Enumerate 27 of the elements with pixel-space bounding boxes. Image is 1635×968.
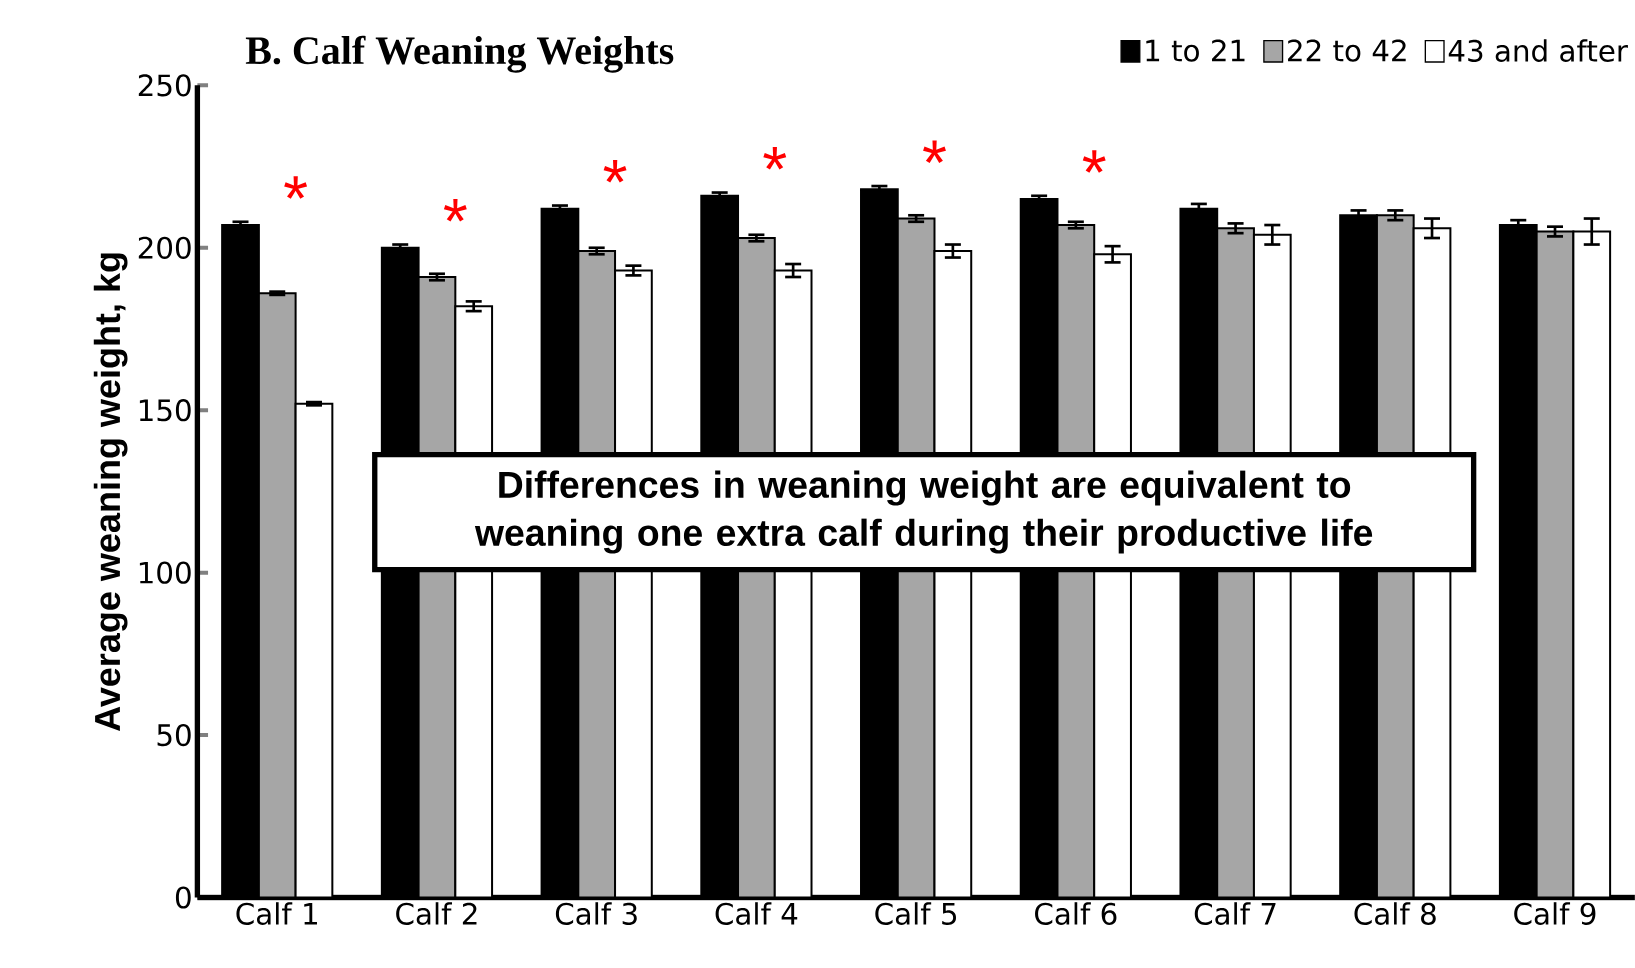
annotation: * (763, 146, 787, 170)
legend-label: 1 to 21 (1146, 39, 1245, 62)
y-tick-label: 150 (139, 399, 191, 422)
x-tick-label: Calf 3 (555, 902, 637, 925)
legend-label: 22 to 42 (1288, 39, 1406, 62)
y-tick-label: 250 (138, 74, 191, 97)
x-tick-label: Calf 4 (715, 902, 798, 925)
annotation: * (603, 159, 627, 183)
chart-title: B. Calf Weaning Weights (245, 35, 674, 73)
annotation: * (1082, 150, 1106, 173)
x-tick-label: Calf 7 (1194, 902, 1276, 925)
y-tick-label: 200 (138, 236, 191, 259)
y-tick-label: 50 (157, 723, 191, 747)
x-tick-label: Calf 6 (1035, 902, 1117, 925)
x-tick-label: Calf 1 (236, 902, 317, 925)
x-tick-label: Calf 5 (875, 902, 957, 925)
y-axis-title: Average weaning weight, kg (93, 253, 128, 731)
x-tick-label: Calf 2 (396, 902, 477, 925)
annotation: Differences in weaning weight are equivalent to weaning one extra calf during their productive life (474, 470, 1373, 554)
annotation: * (923, 140, 946, 163)
annotation: * (284, 176, 308, 199)
legend-label: 43 and after (1448, 39, 1628, 62)
y-tick-label: 0 (175, 886, 191, 909)
x-tick-label: Calf 8 (1354, 902, 1436, 925)
x-tick-label: Calf 9 (1514, 902, 1596, 925)
y-tick-label: 100 (139, 561, 191, 584)
annotation: * (443, 198, 467, 222)
